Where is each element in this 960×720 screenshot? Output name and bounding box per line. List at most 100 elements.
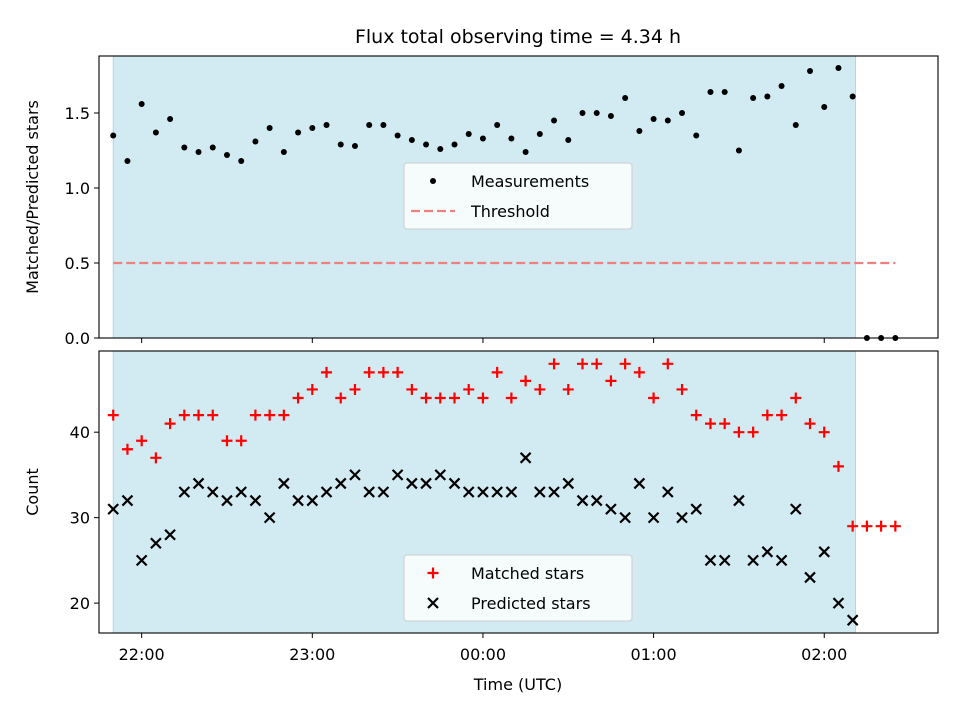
legend: Matched stars Predicted stars — [403, 554, 633, 622]
measurement-point — [551, 117, 558, 124]
matched-star-point — [392, 366, 404, 378]
measurement-point — [337, 141, 344, 148]
y-tick-label: 30 — [70, 509, 90, 528]
x-tick-label: 02:00 — [801, 645, 847, 664]
matched-star-point — [249, 409, 261, 421]
measurement-point — [807, 68, 814, 74]
measurement-point — [309, 125, 316, 131]
y-tick-label: 1.5 — [65, 104, 90, 123]
matched-star-point — [733, 426, 745, 438]
measurement-point — [664, 117, 671, 124]
measurement-point — [223, 152, 230, 158]
predicted-star-point — [121, 494, 134, 507]
measurement-point — [636, 128, 643, 134]
matched-star-point — [804, 418, 816, 430]
measurement-point — [351, 143, 358, 149]
predicted-star-point — [704, 554, 717, 567]
matched-star-point — [477, 392, 489, 404]
legend-measurement-swatch — [430, 178, 436, 184]
x-tick-label: 23:00 — [289, 645, 335, 664]
legend: Measurements Threshold — [403, 162, 633, 230]
count-panel: 20 30 40 22:00 23:00 00:00 01:00 02:00 Count Matc… — [23, 350, 939, 664]
measurement-point — [167, 116, 174, 122]
predicted-star-point — [178, 486, 191, 498]
measurement-point — [323, 122, 330, 128]
measurement-point — [821, 104, 828, 110]
predicted-star-point — [349, 469, 361, 481]
predicted-star-point — [292, 494, 304, 507]
matched-star-point — [847, 520, 859, 532]
predicted-star-point — [633, 477, 646, 490]
predicted-star-point — [462, 486, 475, 498]
measurement-point — [607, 113, 614, 119]
measurement-point — [735, 147, 742, 154]
y-tick-label: 1.0 — [65, 179, 90, 198]
legend-matched-swatch — [427, 567, 439, 579]
measurement-point — [508, 135, 515, 142]
chart-title: Flux total observing time = 4.34 h — [355, 26, 681, 48]
predicted-star-point — [278, 477, 290, 490]
predicted-star-point — [619, 511, 631, 524]
matched-star-point — [619, 358, 631, 370]
predicted-star-point — [363, 486, 375, 498]
predicted-star-point — [562, 477, 575, 490]
measurement-point — [252, 138, 259, 145]
legend-label: Predicted stars — [471, 594, 591, 613]
legend-box — [403, 554, 633, 622]
measurement-point — [380, 122, 387, 128]
legend-box — [403, 162, 633, 230]
predicted-star-point — [690, 503, 703, 515]
predicted-star-point — [164, 528, 176, 541]
predicted-star-point — [534, 486, 546, 498]
measurement-point — [295, 129, 302, 136]
measurement-point — [622, 95, 629, 101]
matched-star-point — [605, 375, 617, 387]
predicted-star-point — [206, 486, 219, 498]
matched-star-point — [818, 426, 830, 438]
predicted-star-point — [107, 503, 119, 515]
measurement-point — [138, 101, 145, 107]
matched-star-point — [420, 392, 432, 404]
predicted-star-point — [519, 452, 532, 464]
matched-star-point — [178, 409, 190, 421]
measurement-point — [565, 137, 572, 143]
matched-star-point — [292, 392, 304, 404]
predicted-star-point — [662, 486, 674, 498]
predicted-star-point — [192, 477, 205, 490]
predicted-star-point — [434, 469, 447, 481]
matched-star-point — [406, 383, 418, 395]
predicted-star-point — [263, 511, 276, 524]
measurement-point — [437, 146, 444, 152]
measurement-point — [394, 132, 401, 139]
measurement-point — [650, 116, 657, 122]
predicted-star-point — [406, 477, 418, 490]
predicted-star-point — [718, 554, 731, 567]
x-axis-label: Time (UTC) — [473, 675, 562, 694]
matched-star-point — [377, 366, 389, 378]
measurement-point — [451, 141, 458, 148]
measurement-point — [721, 89, 728, 95]
matched-star-point — [264, 409, 276, 421]
measurement-point — [110, 132, 117, 139]
matched-star-point — [719, 418, 731, 430]
measurement-point — [579, 110, 586, 116]
matched-star-point — [505, 392, 517, 404]
matched-star-point — [321, 366, 333, 378]
legend-label: Matched stars — [471, 564, 584, 583]
matched-star-point — [193, 409, 205, 421]
matched-star-point — [747, 426, 759, 438]
measurement-point — [408, 137, 415, 143]
measurement-point — [693, 132, 700, 139]
predicted-star-point — [420, 477, 432, 490]
predicted-star-point — [832, 597, 845, 609]
matched-star-point — [150, 452, 162, 464]
matched-star-point — [107, 409, 119, 421]
predicted-star-point — [548, 486, 560, 498]
matched-star-point — [548, 358, 560, 370]
predicted-star-point — [235, 486, 247, 498]
predicted-star-point — [647, 511, 660, 524]
predicted-star-point — [306, 494, 319, 507]
matched-star-point — [363, 366, 375, 378]
matched-star-point — [832, 460, 844, 472]
matched-star-point — [306, 383, 318, 395]
